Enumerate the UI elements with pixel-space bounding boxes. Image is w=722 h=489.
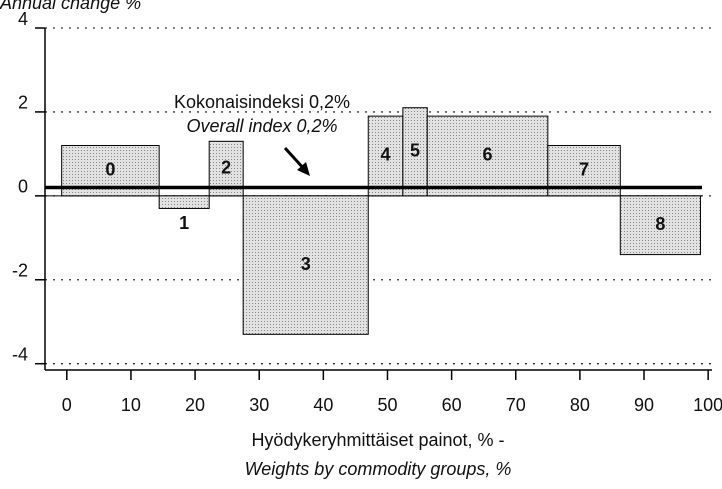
x-tick-label: 10: [121, 395, 141, 415]
x-tick-label: 70: [506, 395, 526, 415]
bar-label: 6: [483, 145, 493, 165]
bar: [402, 107, 428, 197]
bar-label: 3: [301, 254, 311, 274]
bar-label: 0: [105, 159, 115, 179]
y-tick-label: 4: [18, 9, 28, 29]
x-tick-label: 80: [570, 395, 590, 415]
y-tick-label: -2: [12, 261, 28, 281]
bar: [158, 195, 210, 209]
x-axis-label-en: Weights by commodity groups, %: [245, 459, 512, 479]
bar-label: 7: [579, 159, 589, 179]
bar: [619, 195, 701, 256]
x-tick-label: 0: [62, 395, 72, 415]
x-tick-label: 30: [249, 395, 269, 415]
bar-label: 1: [179, 213, 189, 233]
bar: [367, 115, 404, 197]
x-tick-label: 50: [377, 395, 397, 415]
y-tick-label: 0: [18, 177, 28, 197]
x-tick-label: 90: [634, 395, 654, 415]
chart-title: Annual change %: [0, 0, 141, 13]
x-tick-label: 20: [185, 395, 205, 415]
bar-label: 5: [410, 141, 420, 161]
annotation: Kokonaisindeksi 0,2%: [174, 92, 350, 112]
bar-label: 2: [221, 157, 231, 177]
y-tick-label: -4: [12, 344, 28, 364]
y-tick-label: 2: [18, 93, 28, 113]
bar: [242, 195, 369, 335]
x-tick-label: 60: [442, 395, 462, 415]
bar: [426, 115, 549, 197]
bar-label: 4: [381, 145, 391, 165]
x-tick-label: 100: [693, 395, 722, 415]
x-tick-label: 40: [313, 395, 333, 415]
annotation-en: Overall index 0,2%: [186, 116, 337, 136]
x-axis-label: Hyödykeryhmittäiset painot, % -: [251, 430, 504, 450]
annotation-arrow: [283, 146, 310, 176]
bar-label: 8: [655, 214, 665, 234]
